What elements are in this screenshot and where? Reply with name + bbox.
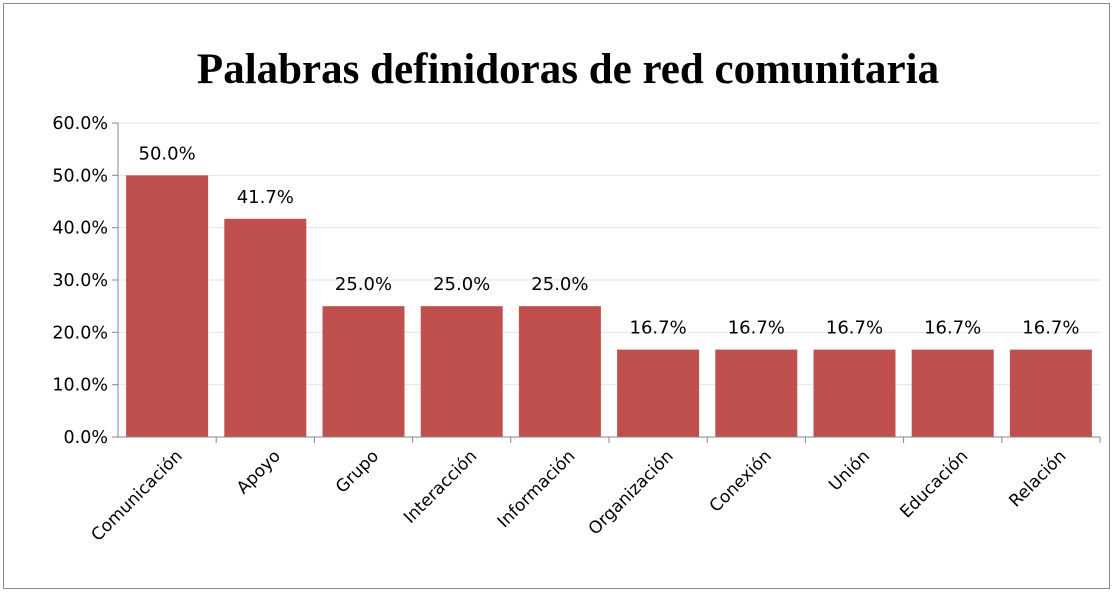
- axes: [112, 122, 1101, 443]
- data-label: 25.0%: [433, 274, 490, 295]
- y-tick-label: 30.0%: [52, 271, 108, 291]
- x-tick-label: Unión: [825, 446, 874, 495]
- x-tick-label: Información: [494, 446, 580, 532]
- y-tick-label: 0.0%: [64, 428, 108, 448]
- x-tick-label: Relación: [1005, 446, 1070, 511]
- data-labels: 50.0% 41.7% 25.0% 25.0% 25.0% 16.7% 16.7% 16.7%…: [139, 143, 1080, 338]
- data-label: 16.7%: [924, 318, 981, 339]
- bar: [518, 306, 601, 437]
- bars: [126, 175, 1092, 438]
- y-tick-label: 50.0%: [52, 166, 108, 186]
- data-label: 25.0%: [335, 274, 392, 295]
- data-label: 41.7%: [237, 187, 294, 208]
- x-tick-label: Comunicación: [88, 446, 187, 545]
- x-tick-label: Educación: [896, 446, 972, 522]
- bar: [617, 349, 700, 437]
- chart-title: Palabras definidoras de red comunitaria: [197, 46, 939, 93]
- x-tick-label: Organización: [585, 446, 678, 539]
- bar: [224, 218, 307, 437]
- bar: [322, 306, 405, 437]
- x-tick-label: Interacción: [400, 446, 481, 527]
- data-label: 16.7%: [630, 318, 687, 339]
- data-label: 50.0%: [139, 143, 196, 164]
- x-tick-label: Apoyo: [233, 446, 285, 498]
- x-tick-labels: Comunicación Apoyo Grupo Interacción Informa…: [88, 446, 1071, 545]
- data-label: 25.0%: [531, 274, 588, 295]
- y-tick-labels: 0.0% 10.0% 20.0% 30.0% 40.0% 50.0% 60.0%: [52, 114, 108, 448]
- bar: [420, 306, 503, 437]
- bar: [1009, 349, 1092, 437]
- y-tick-label: 40.0%: [52, 219, 108, 239]
- y-tick-label: 20.0%: [52, 323, 108, 343]
- data-label: 16.7%: [728, 318, 785, 339]
- bar: [715, 349, 798, 437]
- bar: [911, 349, 994, 437]
- bar: [813, 349, 896, 437]
- y-tick-label: 10.0%: [52, 376, 108, 396]
- data-label: 16.7%: [826, 318, 883, 339]
- x-tick-label: Conexión: [706, 446, 776, 516]
- y-tick-label: 60.0%: [52, 114, 108, 134]
- x-tick-label: Grupo: [332, 446, 383, 497]
- data-label: 16.7%: [1022, 318, 1079, 339]
- bar: [126, 175, 209, 438]
